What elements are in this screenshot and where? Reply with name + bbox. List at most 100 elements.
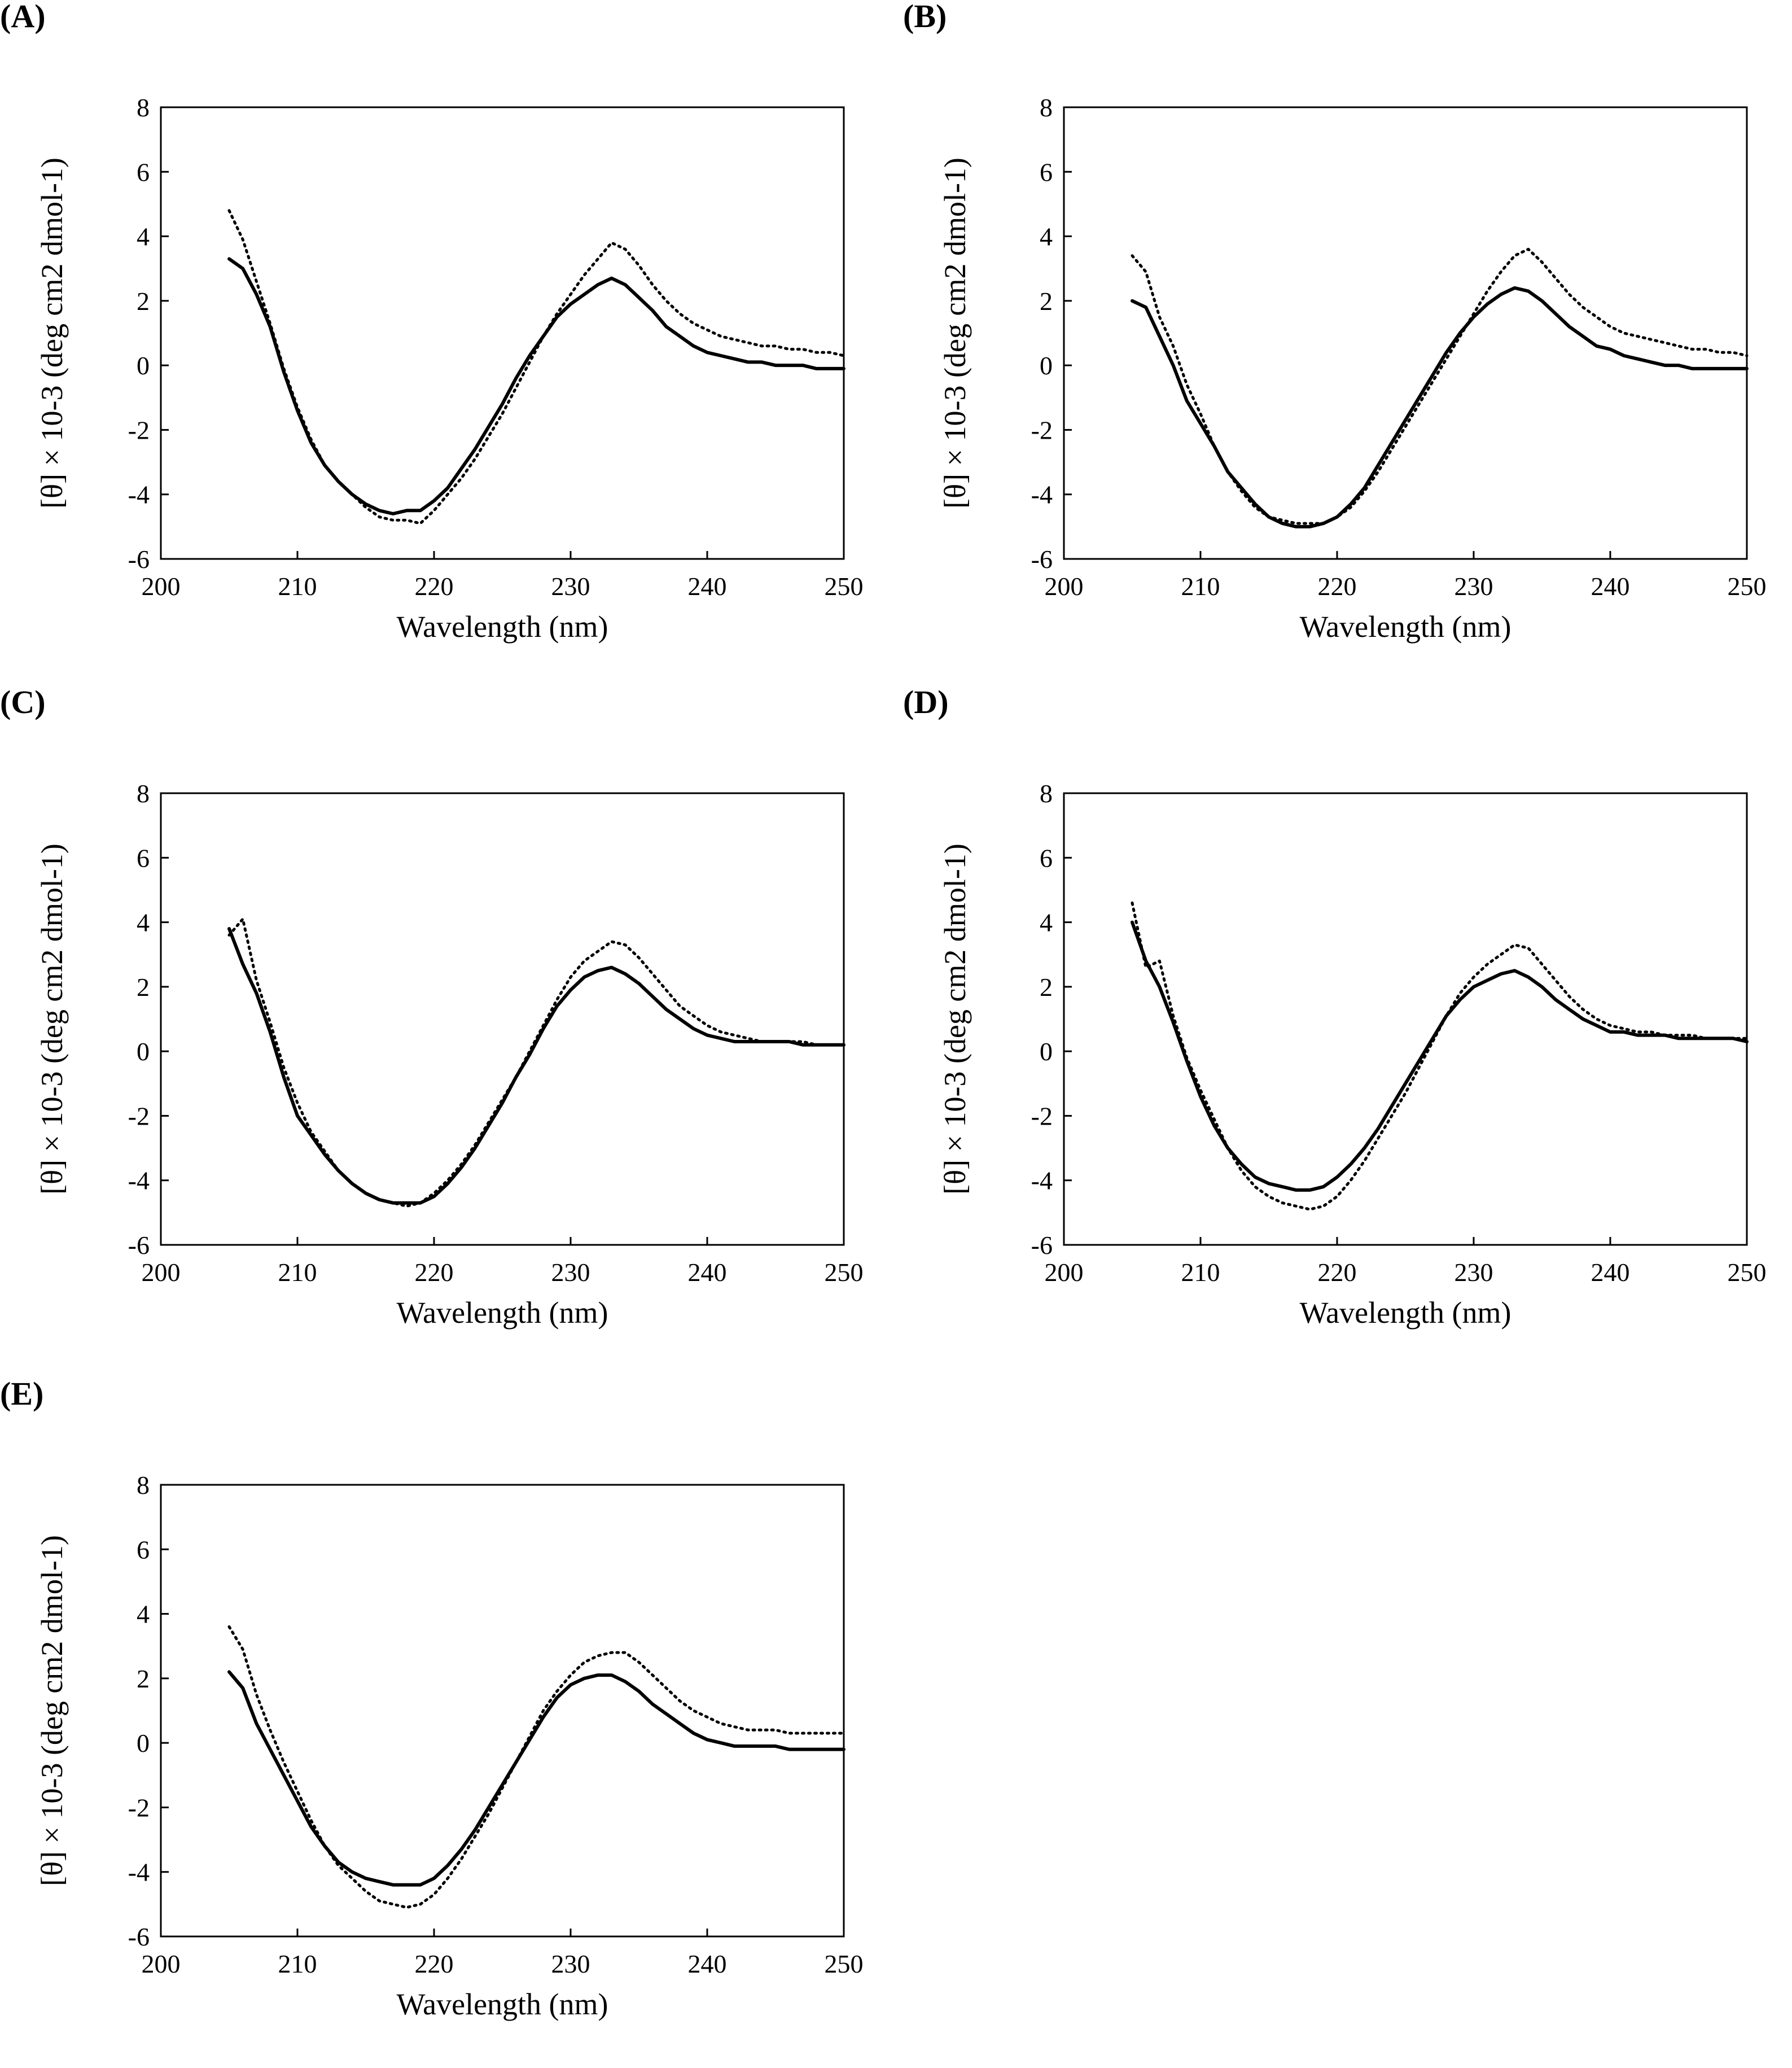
x-tick-label: 250: [825, 1258, 864, 1287]
x-tick-label: 210: [278, 1258, 317, 1287]
y-tick-label: 4: [137, 222, 150, 251]
panel-label: (A): [0, 0, 46, 34]
x-axis-label: Wavelength (nm): [396, 1296, 608, 1330]
y-tick-label: 8: [137, 93, 150, 122]
x-tick-label: 230: [1454, 1258, 1493, 1287]
x-tick-label: 220: [1318, 1258, 1357, 1287]
x-tick-label: 210: [278, 1949, 317, 1978]
plot-frame: [160, 106, 845, 560]
x-tick-label: 230: [1454, 572, 1493, 601]
y-tick-label: -6: [1031, 1231, 1053, 1260]
y-tick-label: 4: [1040, 222, 1053, 251]
y-tick-label: -6: [1031, 545, 1053, 574]
series-line-solid: [1131, 286, 1749, 528]
y-tick-label: 8: [137, 1471, 150, 1499]
y-tick-label: -4: [128, 1858, 150, 1887]
y-tick-label: 0: [137, 1037, 150, 1066]
x-tick-label: 220: [415, 1949, 454, 1978]
x-tick-label: 200: [142, 1949, 181, 1978]
x-tick-label: 200: [142, 572, 181, 601]
x-axis-label: Wavelength (nm): [396, 610, 608, 644]
y-tick-label: 6: [1040, 158, 1053, 186]
panel-d: (D) 8 6 4 2 0 -2 -4 -6 200 210 220 230 240 250 Wavelen…: [903, 686, 1792, 1363]
x-tick-label: 240: [688, 1949, 727, 1978]
x-tick-label: 200: [1045, 572, 1084, 601]
y-tick-label: -2: [128, 1101, 150, 1130]
y-tick-label: 6: [137, 158, 150, 186]
y-tick-label: 8: [137, 779, 150, 808]
x-tick-label: 200: [142, 1258, 181, 1287]
y-tick-label: 4: [137, 908, 150, 937]
y-tick-label: 0: [1040, 351, 1053, 380]
y-tick-label: 6: [137, 1535, 150, 1564]
panel-e: (E) 8 6 4 2 0 -2 -4 -6 200 210 220 230 240 250 Wavelen…: [0, 1378, 892, 2055]
series-line-solid: [227, 927, 845, 1205]
x-tick-label: 250: [825, 572, 864, 601]
series-line-dotted: [227, 1625, 845, 1909]
x-tick-label: 220: [415, 572, 454, 601]
plot-frame: [1063, 106, 1748, 560]
x-axis-label: Wavelength (nm): [1299, 1296, 1511, 1330]
series-line-dotted: [1131, 247, 1749, 525]
y-tick-label: 0: [1040, 1037, 1053, 1066]
y-tick-label: 6: [137, 843, 150, 872]
x-tick-label: 250: [1728, 572, 1767, 601]
y-tick-label: 2: [1040, 287, 1053, 316]
plot-frame: [1063, 792, 1748, 1246]
y-tick-label: 2: [137, 1664, 150, 1693]
plot-frame: [160, 792, 845, 1246]
panel-label: (C): [0, 684, 46, 720]
x-tick-label: 250: [1728, 1258, 1767, 1287]
y-tick-label: 4: [137, 1600, 150, 1629]
x-tick-label: 230: [551, 572, 590, 601]
y-tick-label: -2: [128, 1793, 150, 1822]
y-tick-label: 6: [1040, 843, 1053, 872]
plot-frame: [160, 1484, 845, 1938]
y-tick-label: -6: [128, 1922, 150, 1951]
y-tick-label: -6: [128, 1231, 150, 1260]
y-tick-label: 0: [137, 1729, 150, 1757]
series-line-dotted: [227, 917, 845, 1208]
x-tick-label: 230: [551, 1949, 590, 1978]
x-tick-label: 240: [1591, 572, 1630, 601]
x-tick-label: 200: [1045, 1258, 1084, 1287]
x-tick-label: 230: [551, 1258, 590, 1287]
y-tick-label: -4: [1031, 1166, 1053, 1195]
x-axis-label: Wavelength (nm): [396, 1987, 608, 2021]
x-tick-label: 220: [1318, 572, 1357, 601]
y-axis-label: [θ] × 10-3 (deg cm2 dmol-1): [35, 158, 69, 509]
y-tick-label: 8: [1040, 779, 1053, 808]
panel-label: (D): [903, 684, 949, 720]
x-tick-label: 220: [415, 1258, 454, 1287]
x-tick-label: 240: [1591, 1258, 1630, 1287]
panel-label: (E): [0, 1375, 44, 1412]
panel-a: (A) 8 6 4 2 0 -2 -4 -6 200 210 220 230 240 250 Wavelen…: [0, 0, 892, 677]
y-axis-label: [θ] × 10-3 (deg cm2 dmol-1): [35, 843, 69, 1195]
y-tick-label: 2: [137, 287, 150, 316]
y-tick-label: 0: [137, 351, 150, 380]
x-tick-label: 250: [825, 1949, 864, 1978]
series-line-solid: [227, 1670, 845, 1887]
y-tick-label: 2: [1040, 973, 1053, 1002]
y-axis-label: [θ] × 10-3 (deg cm2 dmol-1): [938, 158, 972, 509]
y-tick-label: 4: [1040, 908, 1053, 937]
x-tick-label: 240: [688, 1258, 727, 1287]
series-line-dotted: [1131, 901, 1749, 1211]
x-tick-label: 240: [688, 572, 727, 601]
x-tick-label: 210: [1181, 572, 1220, 601]
series-line-solid: [1131, 920, 1749, 1192]
x-tick-label: 210: [278, 572, 317, 601]
panel-b: (B) 8 6 4 2 0 -2 -4 -6 200 210 220 230 240 250 Wavelen…: [903, 0, 1792, 677]
y-tick-label: -2: [128, 416, 150, 444]
y-tick-label: -4: [128, 1166, 150, 1195]
series-line-dotted: [227, 209, 845, 525]
series-line-solid: [227, 257, 845, 515]
y-tick-label: -4: [1031, 480, 1053, 509]
y-axis-label: [θ] × 10-3 (deg cm2 dmol-1): [35, 1535, 69, 1886]
y-tick-label: -4: [128, 480, 150, 509]
y-axis-label: [θ] × 10-3 (deg cm2 dmol-1): [938, 843, 972, 1195]
